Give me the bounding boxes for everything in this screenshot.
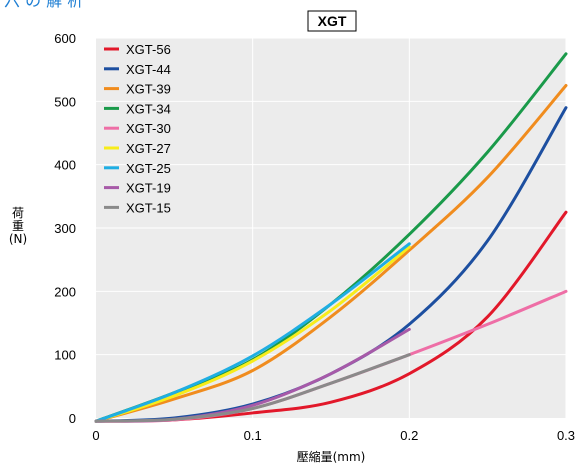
chart-title: XGT <box>307 10 357 32</box>
x-tick-label: 0.2 <box>400 428 418 443</box>
legend-label: XGT-27 <box>126 141 171 156</box>
series-line-xgt-27 <box>94 245 411 423</box>
y-axis-label-char: (N) <box>9 232 27 246</box>
legend-label: XGT-39 <box>126 82 171 97</box>
series-line-xgt-15 <box>94 353 411 423</box>
series-lines <box>94 52 568 423</box>
legend-label: XGT-56 <box>126 42 171 57</box>
y-tick-label: 600 <box>54 31 76 46</box>
legend-label: XGT-30 <box>126 121 171 136</box>
x-tick-label: 0.1 <box>244 428 262 443</box>
top-heading-text: 六 の 解 析 <box>4 0 83 10</box>
y-tick-labels: 0 100 200 300 400 500 600 <box>54 31 76 426</box>
series-line-xgt-39 <box>94 84 568 423</box>
legend-label: XGT-34 <box>126 101 171 116</box>
legend-label: XGT-25 <box>126 161 171 176</box>
x-tick-label: 0 <box>92 428 99 443</box>
chart-title-box <box>307 10 357 32</box>
y-tick-label: 0 <box>69 411 76 426</box>
y-tick-label: 300 <box>54 221 76 236</box>
legend-label: XGT-44 <box>126 62 171 77</box>
legend-label: XGT-15 <box>126 200 171 215</box>
x-axis-label: 壓縮量(mm) <box>297 449 366 464</box>
chart-title-text: XGT <box>318 13 347 29</box>
y-axis-label-char: 重 <box>12 219 24 233</box>
y-tick-label: 400 <box>54 158 76 173</box>
x-tick-labels: 0 0.1 0.2 0.3 <box>92 428 575 443</box>
y-tick-label: 200 <box>54 284 76 299</box>
grid-lines <box>96 37 567 418</box>
y-axis-label-char: 荷 <box>12 206 24 220</box>
x-tick-label: 0.3 <box>557 428 575 443</box>
legend-label: XGT-19 <box>126 181 171 196</box>
series-line-xgt-25 <box>94 242 411 423</box>
legend: XGT-56 XGT-44 XGT-39 XGT-34 XGT-30 XGT-27 XGT-… <box>104 42 171 215</box>
y-axis-label: 荷重(N) <box>9 206 27 246</box>
y-tick-label: 100 <box>54 348 76 363</box>
y-tick-label: 500 <box>54 94 76 109</box>
